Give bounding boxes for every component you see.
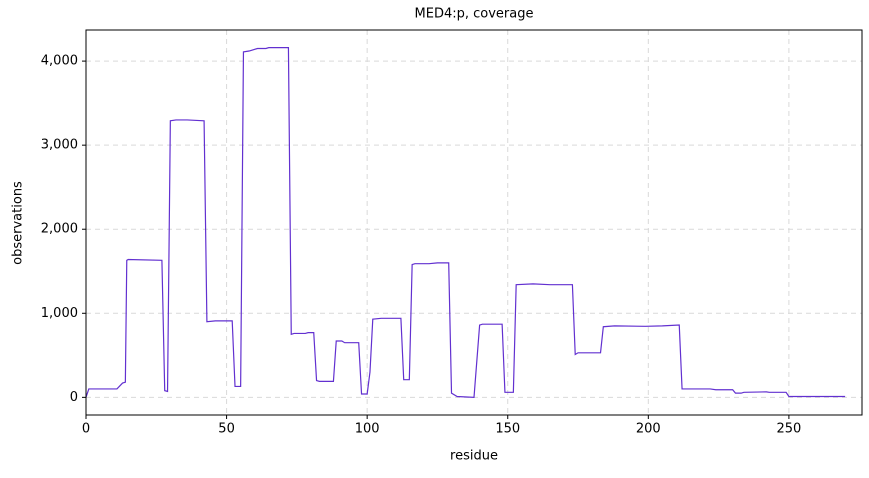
y-axis-label: observations [11,181,26,265]
x-tick-label: 150 [495,422,520,437]
y-tick-label: 1,000 [41,306,78,321]
x-tick-label: 200 [636,422,661,437]
x-tick-label: 0 [82,422,90,437]
y-tick-label: 4,000 [41,54,78,69]
x-tick-label: 50 [218,422,235,437]
y-tick-label: 0 [70,390,78,405]
plot-frame [85,29,863,416]
x-axis-label: residue [450,449,498,464]
coverage-line [85,47,846,398]
chart-title: MED4:p, coverage [415,7,534,22]
y-tick-label: 2,000 [41,222,78,237]
y-tick-label: 3,000 [41,138,78,153]
x-tick-label: 100 [355,422,380,437]
x-tick-label: 250 [776,422,801,437]
